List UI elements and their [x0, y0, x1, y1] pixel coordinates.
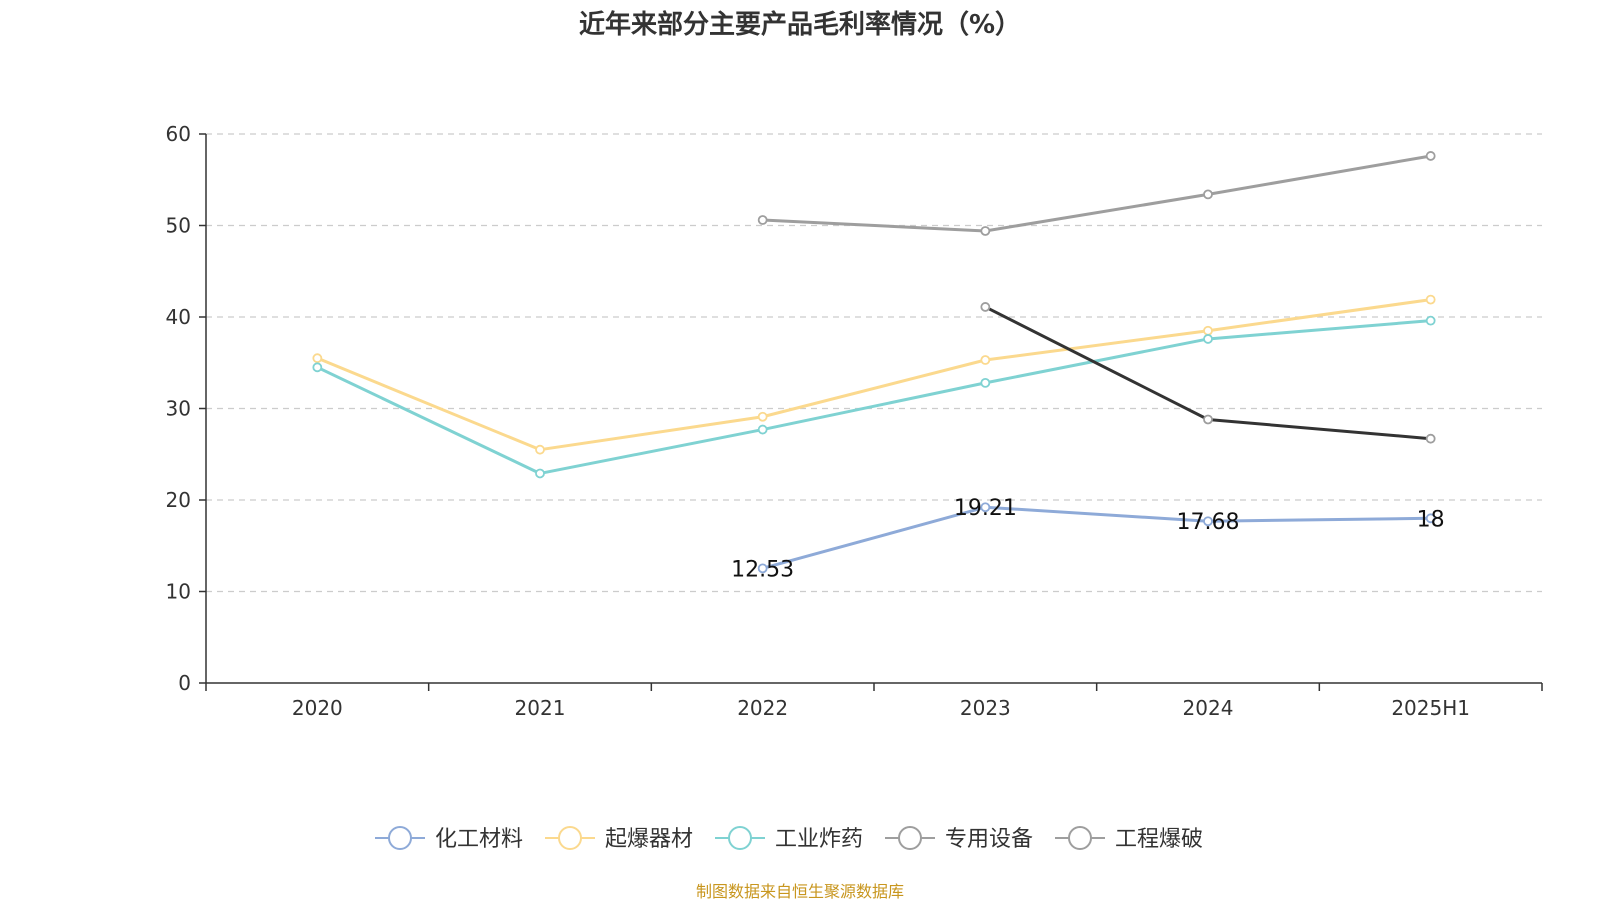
- data-point: [980, 302, 991, 312]
- series-专用设备: [757, 151, 1436, 236]
- data-point: [980, 377, 991, 388]
- data-point: [535, 468, 545, 479]
- legend-label: 起爆器材: [605, 827, 693, 852]
- x-tick-label: 2025H1: [1391, 696, 1470, 720]
- legend-marker: [1068, 826, 1092, 850]
- data-point: [757, 411, 768, 422]
- data-point: [312, 362, 323, 373]
- data-point: [980, 502, 991, 513]
- chart-title: 近年来部分主要产品毛利率情况（%）: [579, 9, 1021, 40]
- series-group: [312, 151, 1436, 574]
- data-point: [1425, 294, 1436, 305]
- legend-item-专用设备[interactable]: 专用设备: [885, 826, 1033, 852]
- data-labels: 12.53 19.21 17.68 18: [731, 496, 1444, 582]
- axes: 0 10 20 30 40 50 60 2020 2021 2022 2023 2024 2025H1: [166, 122, 1543, 720]
- data-point: [1425, 151, 1436, 161]
- grid-lines: [206, 133, 1542, 593]
- data-point: [980, 226, 991, 236]
- data-point: [1203, 334, 1213, 344]
- legend-label: 工业炸药: [775, 827, 863, 852]
- data-point: [1425, 433, 1436, 444]
- x-tick-label: 2023: [960, 696, 1011, 720]
- legend-marker: [558, 826, 582, 850]
- legend-marker: [388, 826, 412, 850]
- series-line: [316, 298, 1431, 452]
- x-tick-label: 2020: [292, 696, 343, 720]
- data-point: [1425, 513, 1436, 524]
- legend-label: 化工材料: [435, 827, 523, 852]
- series-工业炸药: [312, 315, 1436, 479]
- data-point: [1425, 315, 1436, 326]
- legend-item-化工材料[interactable]: 化工材料: [375, 826, 523, 852]
- data-label: 12.53: [731, 557, 794, 582]
- series-line: [762, 154, 1431, 233]
- series-line: [316, 319, 1431, 475]
- data-point: [1203, 516, 1213, 527]
- legend-marker: [728, 826, 752, 850]
- legend-item-工程爆破[interactable]: 工程爆破: [1055, 826, 1203, 852]
- data-point: [757, 563, 768, 574]
- source-note: 制图数据来自恒生聚源数据库: [696, 882, 904, 900]
- legend-marker: [898, 826, 922, 850]
- y-tick-label: 60: [166, 122, 191, 146]
- data-label: 17.68: [1177, 510, 1240, 535]
- data-point: [1203, 325, 1213, 336]
- legend-label: 专用设备: [945, 827, 1033, 852]
- data-label: 19.21: [954, 496, 1017, 521]
- legend-item-起爆器材[interactable]: 起爆器材: [545, 826, 693, 852]
- data-point: [312, 353, 323, 364]
- y-tick-label: 50: [166, 214, 191, 238]
- series-line: [762, 505, 1431, 570]
- y-tick-label: 40: [166, 305, 191, 329]
- legend-label: 工程爆破: [1115, 827, 1203, 852]
- x-tick-label: 2024: [1183, 696, 1234, 720]
- series-化工材料: [757, 502, 1436, 574]
- data-point: [1203, 189, 1213, 200]
- data-point: [757, 215, 768, 225]
- data-point: [757, 424, 768, 435]
- y-tick-label: 0: [178, 671, 191, 695]
- data-point: [980, 355, 991, 365]
- y-tick-label: 10: [166, 580, 191, 604]
- y-tick-label: 30: [166, 397, 191, 421]
- legend-item-工业炸药[interactable]: 工业炸药: [715, 826, 863, 852]
- series-起爆器材: [312, 294, 1436, 455]
- legend[interactable]: 化工材料 起爆器材 工业炸药 专用设备 工程爆破: [375, 826, 1203, 852]
- x-tick-label: 2022: [737, 696, 788, 720]
- data-point: [1203, 414, 1213, 425]
- data-point: [535, 444, 545, 455]
- y-tick-label: 20: [166, 488, 191, 512]
- x-tick-label: 2021: [515, 696, 566, 720]
- series-工程爆破: [980, 302, 1436, 444]
- data-label: 18: [1417, 507, 1445, 532]
